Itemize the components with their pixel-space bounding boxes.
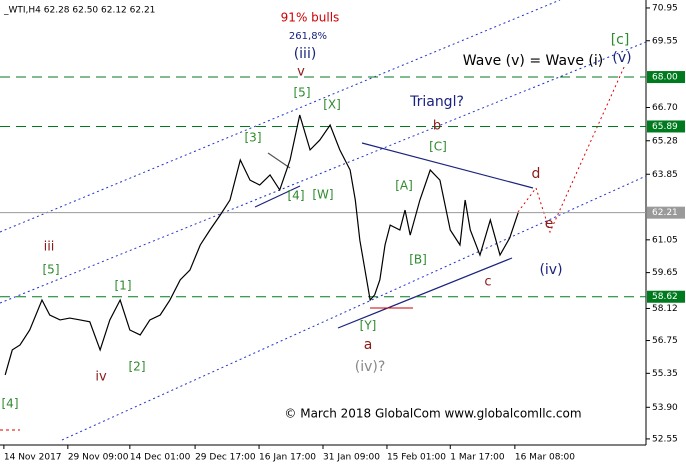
price-line <box>4 114 519 376</box>
wave-annotation: [c] <box>611 32 630 48</box>
wave-annotation: [A] <box>395 179 413 193</box>
pointer-line <box>267 152 291 169</box>
channel-line <box>61 175 647 441</box>
wave-annotation: © March 2018 GlobalCom www.globalcomllc.… <box>284 407 581 421</box>
y-tick-label: 63.85 <box>652 170 678 180</box>
triangle-line <box>361 142 534 189</box>
y-tick-label: 53.90 <box>652 403 678 413</box>
y-tick-label: 65.28 <box>652 136 678 146</box>
wave-annotation: (iv) <box>539 262 562 278</box>
wave-annotation: [B] <box>409 253 427 267</box>
level-label-bg <box>647 120 685 133</box>
wave-annotation: [W] <box>312 188 333 202</box>
level-label-bg <box>647 71 685 84</box>
x-tick-label: 29 Dec 17:00 <box>195 453 256 463</box>
wave-annotation: d <box>532 166 541 182</box>
y-tick-label: 70.95 <box>652 3 678 13</box>
wave-annotation: 91% bulls <box>281 11 340 25</box>
wave-annotation: [4] <box>2 397 19 411</box>
wave-annotation: [Y] <box>360 319 377 333</box>
channel-line <box>0 0 561 233</box>
channel-lines <box>0 0 647 441</box>
x-tick-label: 15 Feb 01:00 <box>387 453 446 463</box>
level-label-bg <box>647 206 685 219</box>
wave-annotation: a <box>364 337 373 353</box>
y-tick-label: 59.65 <box>652 268 678 278</box>
level-label: 68.00 <box>652 73 678 83</box>
y-tick-label: 52.55 <box>652 434 678 444</box>
wave-annotation: [4] <box>288 189 305 203</box>
wave-lines <box>254 142 534 329</box>
wave-annotation: (v) <box>612 50 631 66</box>
x-tick-label: 16 Mar 08:00 <box>515 453 575 463</box>
projection-line <box>517 64 626 234</box>
wave-annotation: iv <box>95 370 107 385</box>
chart-header: _WTI,H4 62.28 62.50 62.12 62.21 <box>3 6 155 16</box>
y-tick-label: 61.05 <box>652 235 678 245</box>
wave-annotation: b <box>433 119 441 134</box>
wave-annotation: [1] <box>115 279 132 293</box>
x-tick-label: 16 Jan 17:00 <box>259 453 316 463</box>
triangle-line <box>337 257 513 329</box>
y-tick-label: 69.55 <box>652 36 678 46</box>
wave-annotation: [2] <box>129 360 146 374</box>
wave-annotation: Triangl? <box>409 94 464 110</box>
channel-line <box>0 41 647 304</box>
x-tick-label: 14 Dec 01:00 <box>130 453 191 463</box>
wave-annotation: (iii) <box>294 46 317 62</box>
wave-annotation: Wave (v) = Wave (i) <box>463 53 603 69</box>
wave-annotation: iii <box>44 240 55 255</box>
wave-annotation: [5] <box>43 263 60 277</box>
wave-annotation: [C] <box>429 140 447 154</box>
y-tick-label: 55.35 <box>652 369 678 379</box>
wave-annotation: c <box>484 275 491 290</box>
x-tick-label: 14 Nov 2017 <box>4 453 62 463</box>
x-tick-label: 1 Mar 17:00 <box>450 453 505 463</box>
wave-annotation: [3] <box>245 131 262 145</box>
y-tick-label: 56.75 <box>652 336 678 346</box>
wave-annotation: 261,8% <box>289 31 327 42</box>
y-tick-label: 66.70 <box>652 103 678 113</box>
wave-line <box>254 185 301 208</box>
level-label: 58.62 <box>652 292 678 302</box>
level-label: 65.89 <box>652 122 678 132</box>
x-tick-label: 29 Nov 09:00 <box>68 453 129 463</box>
y-tick-label: 58.12 <box>652 304 678 314</box>
wave-annotation: (iv)? <box>355 359 386 375</box>
wave-annotation: [5] <box>294 86 311 100</box>
wave-annotation: v <box>297 65 305 80</box>
x-tick-label: 31 Jan 09:00 <box>323 453 380 463</box>
level-label-bg <box>647 290 685 303</box>
wave-annotation: [X] <box>323 98 341 112</box>
wave-annotation: e <box>545 216 554 232</box>
level-label: 62.21 <box>652 208 678 218</box>
